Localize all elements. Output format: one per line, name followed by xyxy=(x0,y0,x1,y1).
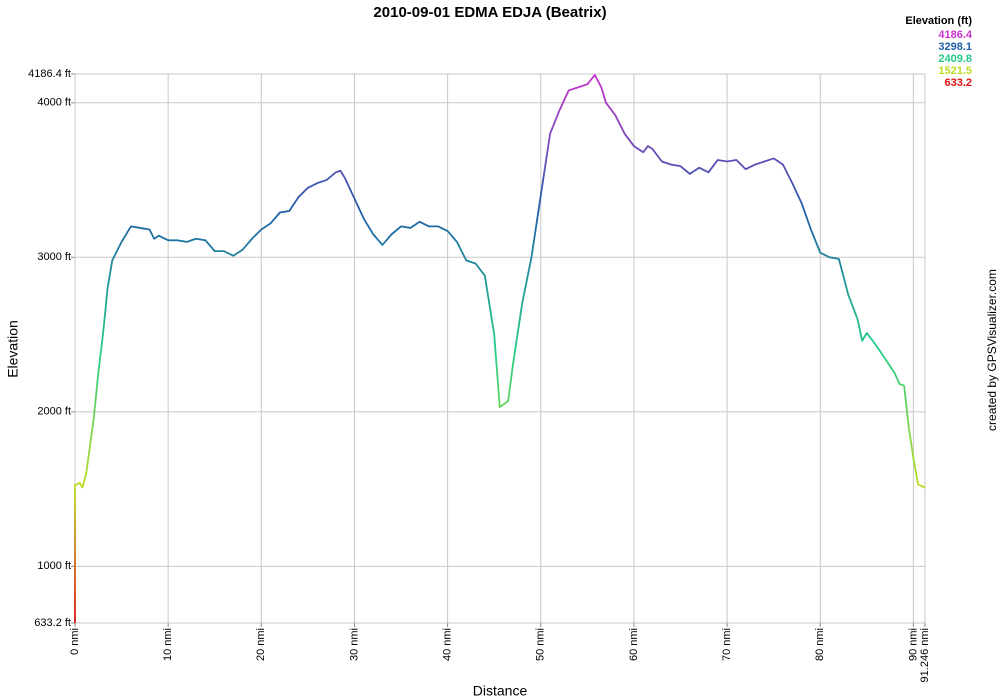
y-axis-label: Elevation xyxy=(5,320,21,378)
x-tick-label: 60 nmi xyxy=(628,628,640,661)
y-tick-label: 4000 ft xyxy=(37,97,71,109)
credit: created by GPSVisualizer.com xyxy=(985,269,999,431)
x-tick-label: 10 nmi xyxy=(162,628,174,661)
x-axis-label: Distance xyxy=(473,683,528,699)
x-tick-label: 20 nmi xyxy=(255,628,267,661)
x-tick-label: 30 nmi xyxy=(348,628,360,661)
elevation-line xyxy=(74,74,926,623)
x-tick-label: 90 nmi xyxy=(907,628,919,661)
y-tick-label: 3000 ft xyxy=(37,251,71,263)
x-tick-label: 0 nmi xyxy=(69,628,81,655)
legend-value: 633.2 xyxy=(944,77,972,89)
y-tick-label: 4186.4 ft xyxy=(28,68,71,80)
x-tick-label: 91.246 nmi xyxy=(919,628,931,682)
legend-value: 3298.1 xyxy=(938,41,972,53)
y-tick-label: 2000 ft xyxy=(37,406,71,418)
legend-value: 4186.4 xyxy=(938,29,973,41)
chart-title: 2010-09-01 EDMA EDJA (Beatrix) xyxy=(373,4,606,21)
legend-title: Elevation (ft) xyxy=(905,15,972,27)
x-tick-label: 40 nmi xyxy=(442,628,454,661)
y-tick-label: 633.2 ft xyxy=(34,617,71,629)
legend-value: 1521.5 xyxy=(938,65,972,77)
y-tick-label: 1000 ft xyxy=(37,560,71,572)
legend-value: 2409.8 xyxy=(938,53,972,65)
x-tick-label: 50 nmi xyxy=(535,628,547,661)
plot-area xyxy=(74,73,926,624)
x-tick-label: 70 nmi xyxy=(721,628,733,661)
x-tick-label: 80 nmi xyxy=(814,628,826,661)
